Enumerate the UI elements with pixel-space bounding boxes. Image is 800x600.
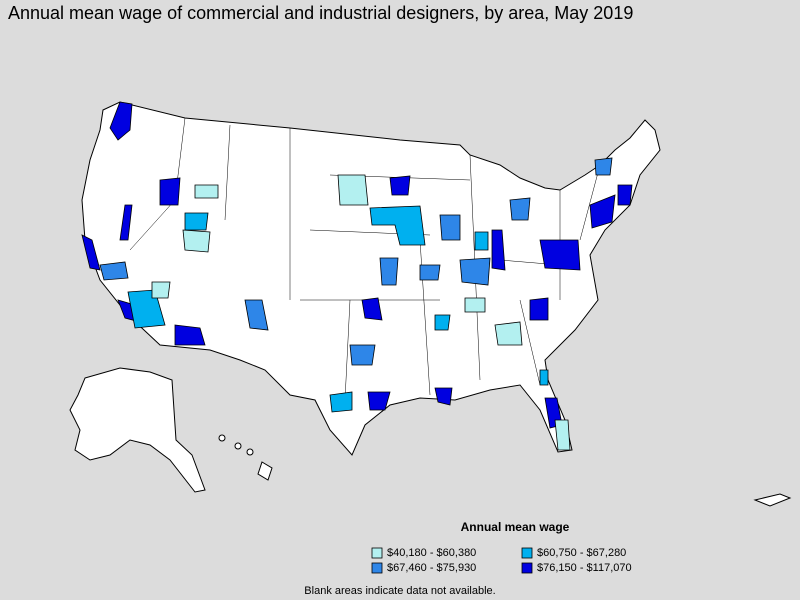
wage-area [182,229,211,253]
wage-area [594,157,613,176]
wage-area [554,419,571,451]
legend-label: $60,750 - $67,280 [537,547,626,559]
wage-area [99,261,129,281]
wage-area [119,204,133,241]
legend-swatch [521,547,533,559]
legend-label: $76,150 - $117,070 [537,562,632,574]
wage-area [329,391,353,413]
wage-area [244,299,269,331]
wage-area [379,257,399,286]
legend-label: $40,180 - $60,380 [387,547,476,559]
legend-title: Annual mean wage [461,520,570,534]
alaska [69,367,206,493]
wage-area [539,369,549,386]
wage-area [361,297,383,321]
wage-area [159,177,181,206]
wage-area [369,205,426,246]
legend-swatch [371,547,383,559]
wage-area [617,184,633,206]
wage-area [81,234,101,271]
wage-area [389,175,411,196]
wage-area [194,184,219,199]
wage-areas [81,101,633,451]
legend-swatch [371,562,383,574]
wage-area [491,229,506,271]
wage-area [434,387,453,406]
legend-swatch [521,562,533,574]
wage-area [174,324,206,346]
hawaii [218,434,273,481]
wage-area [539,239,581,271]
wage-area [184,212,209,231]
puerto-rico [753,493,792,507]
wage-area [109,101,133,141]
wage-area [367,391,391,411]
wage-area [434,314,451,331]
wage-area [151,281,171,299]
map-title: Annual mean wage of commercial and indus… [8,3,633,23]
wage-area [509,197,531,221]
wage-area [439,214,461,241]
legend-label: $67,460 - $75,930 [387,562,476,574]
legend: $40,180 - $60,380 $60,750 - $67,280 $67,46… [371,547,632,574]
wage-area [589,194,616,229]
wage-area [474,231,489,251]
wage-area [349,344,376,366]
wage-area [337,174,369,206]
wage-area [464,297,486,313]
wage-area [529,297,549,321]
wage-area [494,321,523,346]
wage-area [459,257,491,286]
footnote: Blank areas indicate data not available. [304,585,495,597]
wage-area [419,264,441,281]
wage-area [127,289,166,329]
